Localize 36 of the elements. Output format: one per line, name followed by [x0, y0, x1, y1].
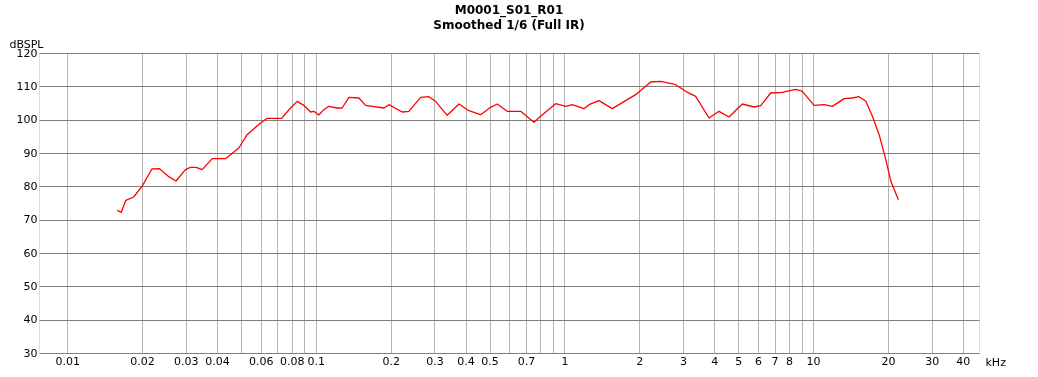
x-tick-label: 3: [680, 354, 688, 368]
x-tick-label: 5: [735, 354, 743, 368]
x-tick-label: 0.1: [307, 354, 326, 368]
x-tick-label: 0.08: [279, 354, 305, 368]
x-tick-label: 0.7: [517, 354, 536, 368]
y-tick-label: 80: [23, 179, 38, 193]
x-tick-label: 0.3: [426, 354, 444, 368]
x-axis-title: kHz: [985, 355, 1007, 369]
y-tick-label: 60: [23, 246, 38, 260]
x-tick-label: 2: [636, 354, 644, 368]
x-tick-label: 10: [806, 354, 821, 368]
x-tick-label: 0.03: [174, 354, 199, 368]
y-tick-label: 90: [23, 146, 38, 160]
y-tick-label: 110: [16, 79, 38, 93]
y-tick-label: 70: [23, 213, 38, 227]
x-tick-label: 0.04: [205, 354, 230, 368]
y-tick-label: 40: [23, 313, 38, 327]
x-tick-label: 0.4: [457, 354, 475, 368]
x-tick-label: 40: [956, 354, 971, 368]
y-tick-label: 50: [23, 279, 38, 293]
chart-title: M0001_S01_R01: [454, 3, 564, 18]
y-tick-label: 100: [16, 113, 38, 127]
x-tick-label: 1: [561, 354, 569, 368]
x-tick-label: 20: [881, 354, 896, 368]
x-tick-label: 0.06: [248, 354, 274, 368]
x-tick-label: 8: [785, 354, 793, 368]
x-tick-label: 0.2: [382, 354, 400, 368]
x-tick-label: 0.01: [55, 354, 80, 368]
x-tick-label: 7: [771, 354, 779, 368]
x-tick-label: 4: [711, 354, 719, 368]
x-tick-label: 0.5: [481, 354, 499, 368]
x-tick-label: 30: [925, 354, 940, 368]
x-tick-label: 6: [754, 354, 762, 368]
x-tick-label: 0.02: [130, 354, 155, 368]
chart-subtitle: Smoothed 1/6 (Full IR): [433, 18, 585, 32]
y-tick-label: 120: [16, 46, 38, 60]
